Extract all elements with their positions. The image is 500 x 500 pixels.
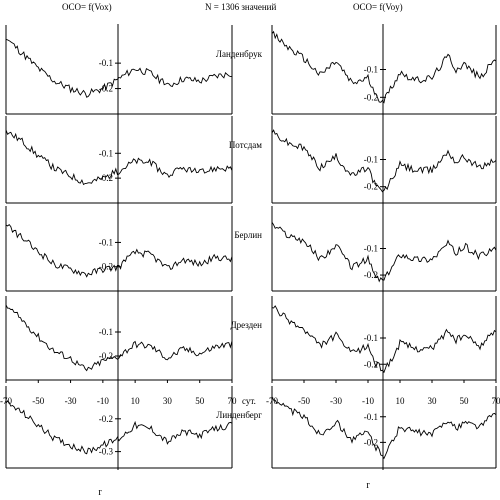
panel-left-x-tick-label: -10 xyxy=(97,396,109,406)
panel-right-row-2-series-line xyxy=(271,129,497,193)
panel-left-row-4-series-line xyxy=(5,304,233,372)
panel-left-row-2-y-tick-label: -0.1 xyxy=(99,148,113,158)
panel-left-row-5-series-line xyxy=(5,400,233,455)
panel-right-row-3-series-line xyxy=(271,221,497,283)
panel-left-row-5-y-tick-label: -0.2 xyxy=(99,414,113,424)
panel-right-x-tick-label: 30 xyxy=(428,396,438,406)
panel-left-row-1-series-line xyxy=(5,38,232,98)
x-axis-unit-label: сут. xyxy=(242,396,256,406)
panel-right-row-5-y-tick-label: -0.2 xyxy=(364,437,378,447)
station-label: Линденберг xyxy=(216,410,262,420)
panel-right-row-3-y-tick-label: -0.1 xyxy=(364,244,378,254)
panel-right-row-2-y-tick-label: -0.2 xyxy=(364,182,378,192)
panel-right-x-tick-label: 70 xyxy=(492,396,500,406)
panel-left-x-tick-label: 10 xyxy=(131,396,141,406)
panel-right-x-tick-label: -70 xyxy=(266,396,278,406)
panel-left-row-2-series-line xyxy=(5,129,233,186)
panel-right-x-tick-label: -50 xyxy=(298,396,310,406)
panel-left-x-tick-label: 30 xyxy=(163,396,173,406)
panel-right-row-3-y-tick-label: -0.2 xyxy=(364,270,378,280)
panel-right-row-2-y-tick-label: -0.1 xyxy=(364,155,378,165)
panel-left-x-tick-label: 50 xyxy=(195,396,205,406)
station-label: Потсдам xyxy=(229,140,262,150)
panel-left-row-3-series-line xyxy=(5,223,233,278)
panel-right-row-4-y-tick-label: -0.2 xyxy=(364,359,378,369)
sample-size-label: N = 1306 значений xyxy=(205,2,277,12)
panel-right-row-4-y-tick-label: -0.1 xyxy=(364,333,378,343)
panel-right-row-1-y-tick-label: -0.1 xyxy=(364,65,378,75)
panel-left-row-4-y-tick-label: -0.1 xyxy=(99,327,113,337)
panel-right-row-5-series-line xyxy=(271,396,497,460)
panel-right-row-1-series-line xyxy=(271,30,497,104)
panel-left-row-1-y-tick-label: -0.1 xyxy=(99,58,113,68)
panel-left-x-tick-label: -30 xyxy=(65,396,77,406)
right-footer-label: r xyxy=(366,480,370,491)
station-label: Берлин xyxy=(234,230,262,240)
panel-right-x-tick-label: 50 xyxy=(460,396,470,406)
panel-right-x-tick-label: -10 xyxy=(362,396,374,406)
panel-right-x-tick-label: 10 xyxy=(396,396,406,406)
panel-left-x-tick-label: -70 xyxy=(0,396,12,406)
right-panel-title: OCO= f(Voy) xyxy=(353,2,403,12)
station-label: Ланденбрук xyxy=(216,49,263,59)
panel-right-row-4-series-line xyxy=(271,305,497,374)
left-panel-title: OCO= f(Vox) xyxy=(62,2,112,12)
panel-right-row-5-y-tick-label: -0.1 xyxy=(364,412,378,422)
panel-left-x-tick-label: -50 xyxy=(32,396,44,406)
panel-right-row-1-y-tick-label: -0.2 xyxy=(364,92,378,102)
left-footer-label: r xyxy=(98,487,102,498)
panel-left-row-5-y-tick-label: -0.3 xyxy=(99,447,114,457)
panel-left-row-4-y-tick-label: -0.2 xyxy=(99,351,113,361)
panel-left-x-tick-label: 70 xyxy=(228,396,238,406)
station-label: Дрезден xyxy=(230,320,262,330)
panel-right-x-tick-label: -30 xyxy=(330,396,342,406)
panel-left-row-2-y-tick-label: -0.2 xyxy=(99,173,113,183)
panel-left-row-3-y-tick-label: -0.1 xyxy=(99,237,113,247)
